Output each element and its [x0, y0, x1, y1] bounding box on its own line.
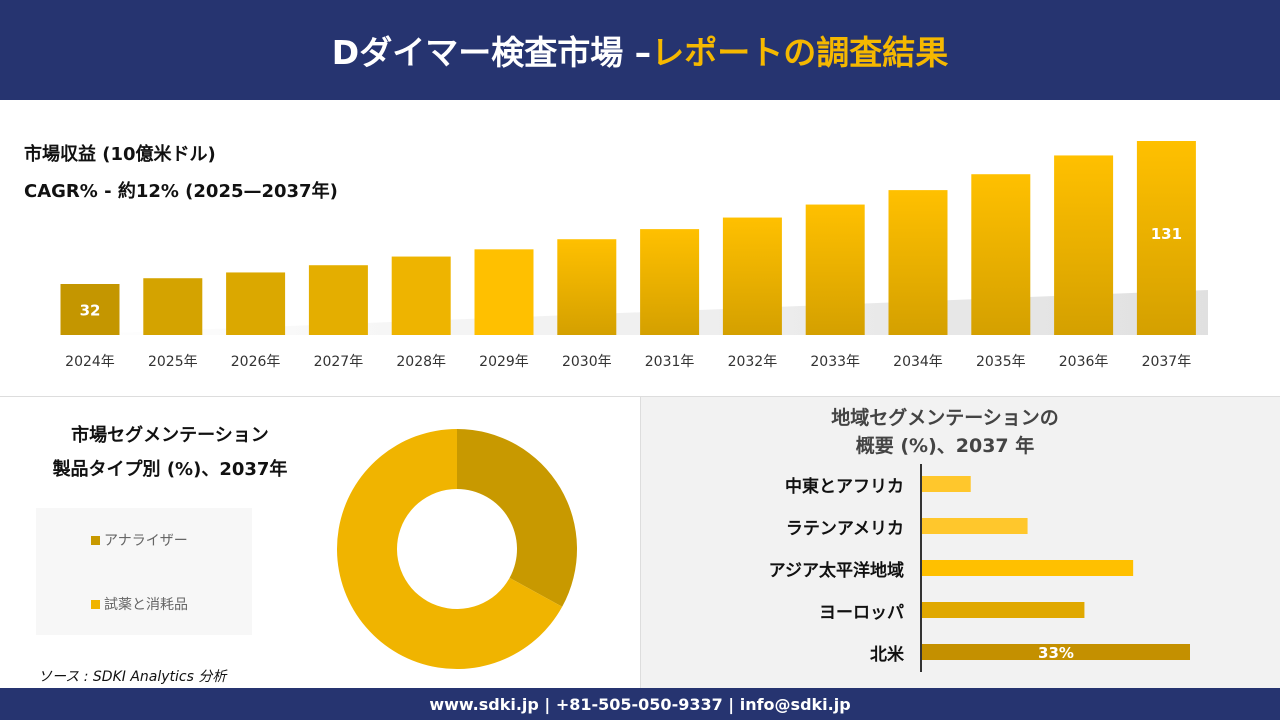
region-bar [922, 476, 971, 492]
bar-2032年 [722, 217, 782, 335]
donut-slice-0 [457, 429, 577, 607]
x-tick-label: 2025年 [148, 354, 198, 370]
region-panel [641, 397, 1280, 688]
x-tick-label: 2033年 [810, 354, 860, 370]
region-label: アジア太平洋地域 [768, 561, 904, 581]
region-bar [922, 644, 1190, 660]
bar-2028年 [391, 256, 451, 335]
bar-2029年 [474, 249, 534, 335]
bar-2031年 [640, 229, 700, 335]
x-tick-label: 2031年 [645, 354, 695, 370]
revenue-chart-subtitle: CAGR% - 約12% (2025—2037年) [24, 181, 338, 202]
legend-label: アナライザー [104, 533, 188, 549]
bar-2036年 [1054, 155, 1114, 335]
region-label: 北米 [870, 645, 904, 665]
source-note: ソース : SDKI Analytics 分析 [38, 669, 227, 685]
data-label: 131 [1151, 225, 1182, 243]
x-tick-label: 2037年 [1142, 354, 1192, 370]
region-label: ヨーロッパ [819, 603, 904, 623]
x-tick-label: 2036年 [1059, 354, 1109, 370]
bar-2033年 [805, 204, 865, 335]
legend-item-reagents: 試薬と消耗品 [91, 594, 188, 614]
donut-slice-1 [337, 429, 563, 669]
region-label: 中東とアフリカ [785, 477, 904, 497]
data-label: 33% [1038, 644, 1074, 662]
region-chart-title: 地域セグメンテーションの 概要 (%)、2037 年 [780, 404, 1110, 460]
x-tick-label: 2032年 [728, 354, 778, 370]
footer-contact: www.sdki.jp | +81-505-050-9337 | info@sd… [0, 688, 1280, 720]
bar-2025年 [143, 278, 203, 335]
bar-2024年 [60, 284, 120, 335]
product-donut-chart [337, 429, 577, 669]
bar-2027年 [308, 265, 368, 335]
region-title-1: 地域セグメンテーションの [831, 407, 1059, 429]
region-label: ラテンアメリカ [785, 519, 904, 539]
x-tick-label: 2028年 [396, 354, 446, 370]
bar-2026年 [226, 272, 286, 335]
x-tick-label: 2034年 [893, 354, 943, 370]
divider [0, 396, 1280, 397]
x-tick-label: 2035年 [976, 354, 1026, 370]
legend-swatch [91, 535, 100, 545]
region-bar [922, 518, 1028, 534]
bar-2037年 [1136, 141, 1196, 335]
title-highlight: レポートの調査結果 [651, 33, 949, 72]
x-tick-label: 2030年 [562, 354, 612, 370]
legend-swatch [91, 599, 100, 609]
revenue-chart-title: 市場収益 (10億米ドル) [24, 144, 216, 165]
legend-label: 試薬と消耗品 [104, 597, 188, 613]
revenue-bar-chart: 2024年 32 2025年 2026年 2027年 2028年 2029年 2030年 203… [60, 141, 1208, 370]
segment-title-1: 市場セグメンテーション [71, 425, 269, 446]
title-main: Dダイマー検査市場 – [331, 33, 652, 72]
header-banner: Dダイマー検査市場 – レポートの調査結果 [0, 0, 1280, 100]
x-tick-label: 2027年 [314, 354, 364, 370]
x-tick-label: 2029年 [479, 354, 529, 370]
region-title-2: 概要 (%)、2037 年 [855, 435, 1035, 457]
region-bar [922, 602, 1085, 618]
segment-title-2: 製品タイプ別 (%)、2037年 [52, 459, 288, 480]
x-tick-label: 2026年 [231, 354, 281, 370]
data-label: 32 [80, 302, 101, 320]
x-tick-label: 2024年 [65, 354, 115, 370]
region-bar [922, 560, 1134, 576]
bar-2030年 [557, 239, 617, 335]
bar-2035年 [971, 174, 1031, 335]
bar-2034年 [888, 190, 948, 335]
legend-item-analyzer: アナライザー [91, 530, 188, 550]
donut-legend: アナライザー 試薬と消耗品 [36, 508, 252, 635]
divider [640, 397, 641, 688]
